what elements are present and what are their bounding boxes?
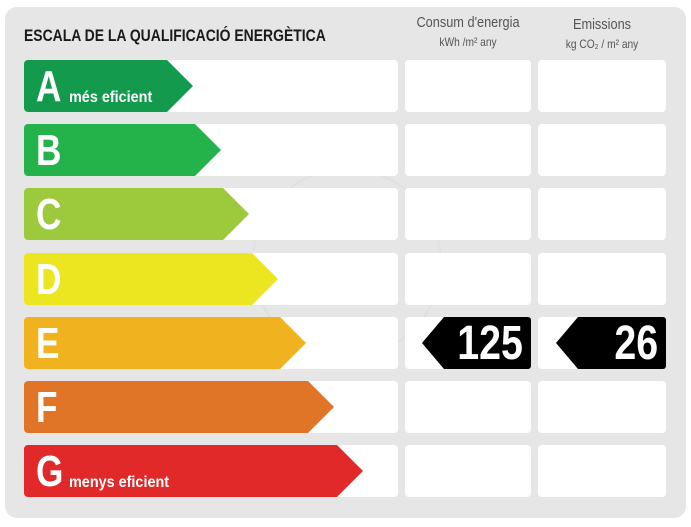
rating-letter: E — [36, 319, 60, 368]
emissions-cell — [538, 445, 666, 497]
rating-note: menys eficient — [69, 474, 170, 491]
rating-arrow: G menys eficient — [24, 445, 363, 497]
emissions-cell — [538, 253, 666, 305]
consumption-cell — [405, 124, 531, 176]
consumption-cell — [405, 60, 531, 112]
rating-note: més eficient — [69, 89, 153, 106]
rating-arrow: F — [24, 381, 334, 433]
emissions-value-arrow: 26 — [556, 317, 666, 369]
consumption-value-arrow: 125 — [422, 317, 531, 369]
rating-letter: F — [36, 383, 58, 432]
emissions-value: 26 — [614, 317, 658, 370]
emissions-unit: kg CO₂ / m² any — [565, 37, 639, 51]
consumption-value: 125 — [457, 317, 523, 370]
consumption-label: Consum d'energia — [416, 14, 520, 31]
consumption-cell — [405, 253, 531, 305]
rating-arrow: A més eficient — [24, 60, 193, 112]
rating-arrow: E — [24, 317, 306, 369]
rating-letter: A — [36, 62, 62, 111]
rating-letter: G — [36, 447, 64, 496]
emissions-header: Emissions kg CO₂ / m² any — [548, 16, 657, 51]
emissions-cell — [538, 60, 666, 112]
consumption-cell — [405, 445, 531, 497]
label-title: ESCALA DE LA QUALIFICACIÓ ENERGÈTICA — [24, 26, 326, 45]
rating-letter: B — [36, 126, 62, 175]
emissions-cell — [538, 188, 666, 240]
rating-letter: D — [36, 255, 62, 304]
emissions-cell — [538, 381, 666, 433]
emissions-label: Emissions — [572, 16, 632, 33]
rating-arrow: D — [24, 253, 278, 305]
consumption-cell — [405, 188, 531, 240]
emissions-cell — [538, 124, 666, 176]
rating-letter: C — [36, 190, 62, 239]
rating-arrow: C — [24, 188, 249, 240]
consumption-unit: kWh /m² any — [439, 35, 497, 49]
consumption-cell — [405, 381, 531, 433]
rating-arrow: B — [24, 124, 221, 176]
consumption-header: Consum d'energia kWh /m² any — [414, 14, 521, 49]
